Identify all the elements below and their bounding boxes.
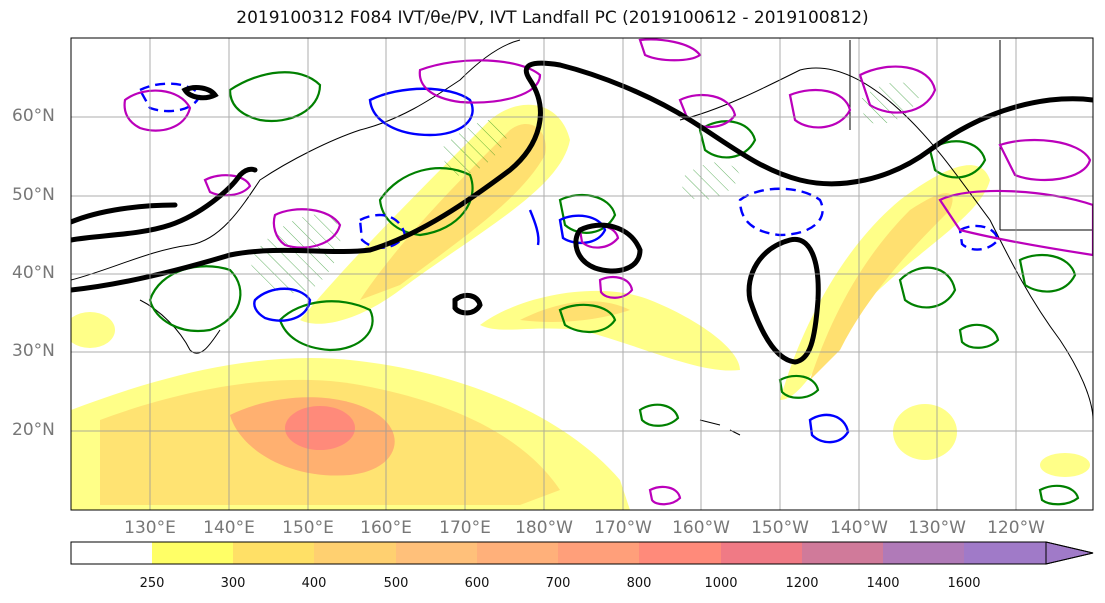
graticule — [71, 38, 1093, 510]
lon-label: 160°E — [360, 518, 412, 538]
lat-label-20n: 20°N — [12, 420, 55, 440]
colorbar-label: 400 — [301, 576, 327, 591]
lon-label: 160°W — [672, 518, 730, 538]
lon-label: 130°W — [908, 518, 966, 538]
colorbar-label: 1000 — [704, 576, 738, 591]
coastlines — [71, 39, 1093, 436]
map-title: 2019100312 F084 IVT/θe/PV, IVT Landfall … — [236, 8, 869, 28]
colorbar-segment — [558, 542, 639, 564]
colorbar-segment — [477, 542, 558, 564]
lon-label: 150°W — [751, 518, 809, 538]
lon-label: 120°W — [987, 518, 1045, 538]
pc-contours — [123, 38, 1093, 506]
map-content — [71, 38, 1093, 510]
colorbar-segment — [802, 542, 883, 564]
colorbar-label: 800 — [626, 576, 652, 591]
colorbar-segment — [71, 542, 152, 564]
colorbar-extend-arrow — [1045, 541, 1094, 565]
colorbar-label: 700 — [545, 576, 571, 591]
lat-label-30n: 30°N — [12, 341, 55, 361]
colorbar-label: 250 — [139, 576, 165, 591]
lon-label: 150°E — [282, 518, 334, 538]
lat-label-50n: 50°N — [12, 185, 55, 205]
lon-label: 170°W — [594, 518, 652, 538]
colorbar-frame — [70, 541, 1094, 565]
colorbar-segment — [883, 542, 964, 564]
lat-label-40n: 40°N — [12, 263, 55, 283]
colorbar-segment — [152, 542, 233, 564]
colorbar-label: 1400 — [866, 576, 900, 591]
colorbar-segment — [396, 542, 477, 564]
colorbar-segment — [964, 542, 1046, 564]
lon-label: 170°E — [439, 518, 491, 538]
lon-label: 140°E — [203, 518, 255, 538]
lon-label: 180°W — [515, 518, 573, 538]
theta-e-hatch — [250, 82, 920, 294]
lon-label: 130°E — [124, 518, 176, 538]
colorbar-segment — [314, 542, 396, 564]
colorbar-label: 500 — [383, 576, 409, 591]
lon-label: 140°W — [830, 518, 888, 538]
colorbar-label: 600 — [464, 576, 490, 591]
colorbar-label: 1200 — [785, 576, 819, 591]
map-frame — [70, 37, 1094, 511]
colorbar-segment — [233, 542, 314, 564]
ivt-shading — [71, 104, 1090, 510]
colorbar-label: 300 — [220, 576, 246, 591]
colorbar-segment — [721, 542, 802, 564]
colorbar — [70, 541, 1094, 565]
colorbar-label: 1600 — [947, 576, 981, 591]
colorbar-segment — [639, 542, 721, 564]
lat-label-60n: 60°N — [12, 106, 55, 126]
theta-e-contours — [148, 71, 1080, 506]
